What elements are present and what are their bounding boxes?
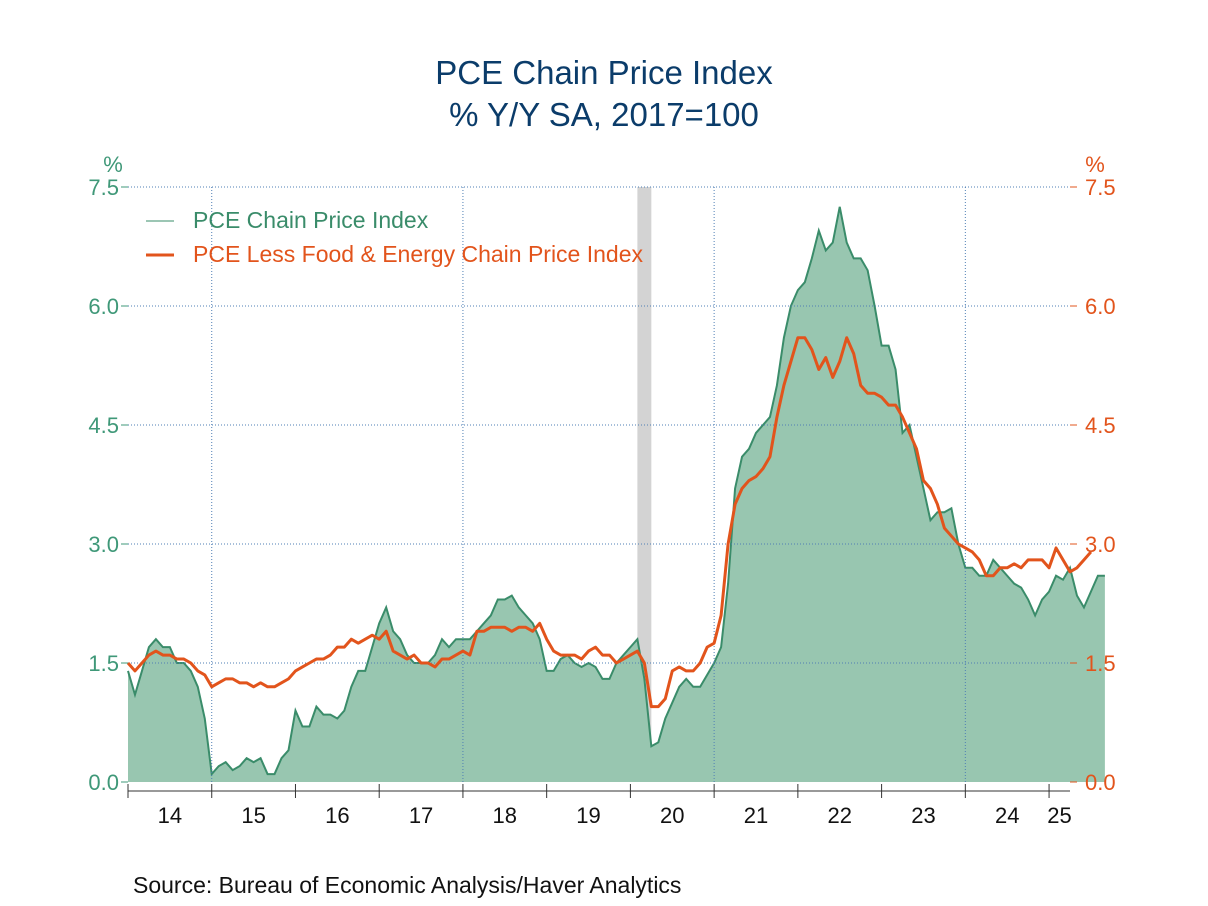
y-right-tick-label: 1.5 [1085,651,1116,676]
y-right-tick-label: 0.0 [1085,770,1116,795]
x-tick-label: 23 [911,803,935,828]
x-tick-label: 16 [325,803,349,828]
source-note: Source: Bureau of Economic Analysis/Have… [133,872,681,898]
y-right-tick-label: 7.5 [1085,175,1116,200]
chart-title: PCE Chain Price Index [435,54,773,91]
y-left-tick-label: 0.0 [88,770,119,795]
x-tick-label: 17 [409,803,433,828]
x-tick-label: 19 [576,803,600,828]
legend-label-core: PCE Less Food & Energy Chain Price Index [193,241,644,267]
chart-subtitle: % Y/Y SA, 2017=100 [449,96,759,133]
x-tick-label: 22 [827,803,851,828]
y-left-tick-label: 4.5 [88,413,119,438]
x-tick-label: 18 [493,803,517,828]
recession-band [637,187,652,782]
legend-label-pce: PCE Chain Price Index [193,207,429,233]
right-axis-unit: % [1085,152,1105,177]
y-right-tick-label: 4.5 [1085,413,1116,438]
x-tick-label: 24 [995,803,1019,828]
x-tick-label: 21 [744,803,768,828]
x-tick-label: 25 [1047,803,1071,828]
series-pce-area [128,206,1105,782]
series-core-pce-line [126,336,1093,709]
x-tick-label: 15 [241,803,265,828]
x-tick-label: 20 [660,803,684,828]
y-right-tick-label: 3.0 [1085,532,1116,557]
y-right-tick-label: 6.0 [1085,294,1116,319]
y-left-tick-label: 6.0 [88,294,119,319]
y-left-tick-label: 3.0 [88,532,119,557]
y-left-tick-label: 1.5 [88,651,119,676]
left-axis-unit: % [103,152,123,177]
y-left-tick-label: 7.5 [88,175,119,200]
x-tick-label: 14 [158,803,182,828]
